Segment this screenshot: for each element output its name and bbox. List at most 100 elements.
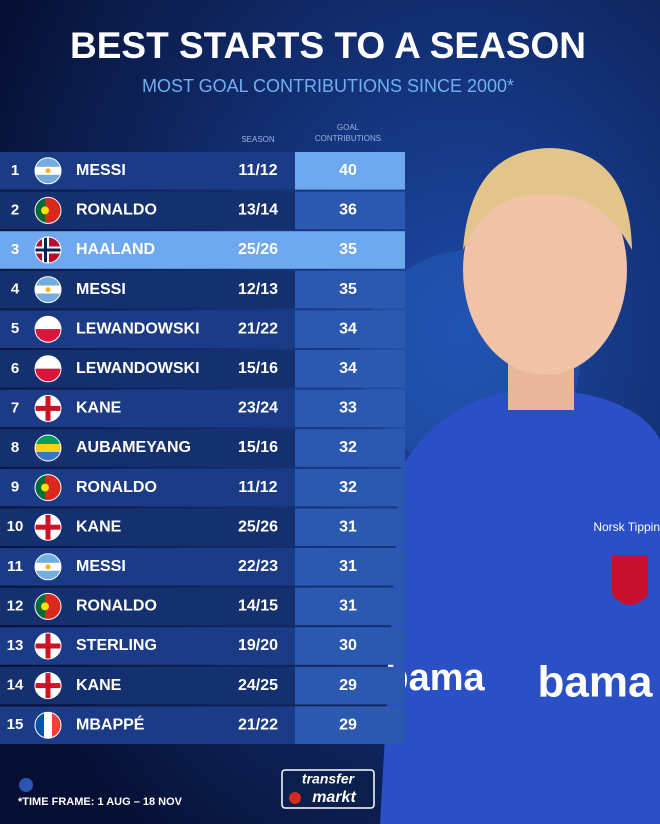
player-name: MESSI	[76, 281, 126, 298]
flag-icon	[34, 196, 62, 224]
rank: 13	[7, 637, 24, 654]
season: 14/15	[238, 598, 278, 615]
flag-part	[35, 643, 61, 649]
table-row: 3 HAALAND 25/26 35	[0, 231, 405, 269]
table-row: 4 MESSI 12/13 35	[0, 270, 405, 309]
season: 22/23	[238, 558, 278, 575]
goal-contributions: 34	[339, 320, 357, 337]
value-cell-bg	[295, 389, 405, 428]
flag-icon	[34, 592, 62, 620]
season: 11/12	[238, 479, 277, 496]
season: 15/16	[238, 439, 278, 456]
flag-border	[34, 157, 62, 185]
flag-part	[35, 444, 61, 452]
rank: 2	[11, 201, 19, 218]
season: 24/25	[238, 677, 278, 694]
sponsor-text: bama	[538, 658, 653, 707]
flag-icon	[34, 236, 62, 264]
flag	[35, 633, 61, 659]
goal-contributions: 36	[339, 202, 357, 219]
flag-icon	[34, 553, 62, 581]
flag-border	[34, 276, 62, 304]
player-name: KANE	[76, 677, 122, 694]
player-name: AUBAMEYANG	[76, 439, 191, 456]
flag	[35, 395, 61, 422]
flag-icon	[34, 315, 62, 343]
title: BEST STARTS TO A SEASON	[70, 25, 586, 66]
flag	[35, 672, 61, 699]
table-row: 1 MESSI 11/12 40	[0, 152, 405, 190]
flag-icon	[34, 157, 62, 185]
season: 11/12	[238, 162, 277, 179]
flag	[35, 435, 61, 461]
flag	[35, 553, 61, 580]
flag-border	[34, 711, 62, 739]
flag-icon	[34, 394, 62, 422]
flag	[35, 474, 61, 501]
column-header-box: GOAL CONTRIBUTIONS	[315, 123, 381, 143]
flag-part	[45, 564, 51, 570]
goal-contributions: 34	[339, 360, 357, 377]
rank: 7	[11, 399, 19, 416]
rank: 1	[11, 162, 19, 179]
value-cell-bg	[295, 468, 405, 507]
player-name: STERLING	[76, 637, 157, 654]
table-row: 6 LEWANDOWSKI 15/16 34	[0, 350, 405, 388]
goal-contributions: 32	[339, 479, 357, 496]
flag-icon	[34, 513, 62, 541]
table-row: 9 RONALDO 11/12 32	[0, 468, 405, 507]
flag-icon	[34, 355, 62, 383]
flag	[35, 237, 61, 263]
rank: 4	[11, 281, 20, 298]
logo-box	[281, 769, 375, 809]
season: 25/26	[238, 518, 278, 535]
value-cell-bg	[295, 548, 405, 586]
value-cell-bg	[295, 627, 405, 665]
flag-icon	[34, 711, 62, 739]
table-row: 14 KANE 24/25 29	[0, 666, 405, 705]
flag-part	[45, 287, 51, 293]
table-row: 12 RONALDO 14/15 31	[0, 587, 405, 626]
flag-part	[44, 712, 52, 739]
flag	[35, 514, 61, 541]
player-photo: Norsk Tipping bama bama	[380, 148, 660, 824]
player-name: LEWANDOWSKI	[76, 360, 200, 377]
logo-text: transfer	[302, 771, 356, 787]
season: 19/20	[238, 637, 278, 654]
column-header: SEASON	[241, 135, 275, 144]
flag-border	[34, 513, 62, 541]
footnote: *TIME FRAME: 1 AUG – 18 NOV	[18, 796, 183, 808]
table-row: 2 RONALDO 13/14 36	[0, 191, 405, 230]
goal-contributions: 35	[339, 241, 357, 258]
sponsor-text: Norsk Tipping	[593, 520, 660, 534]
season: 21/22	[238, 716, 278, 733]
player-name: MESSI	[76, 558, 126, 575]
flag-border	[34, 632, 62, 660]
player-name: KANE	[76, 518, 122, 535]
table: 1 MESSI 11/12 40 2 RONALDO 13/14 36 3 HAALAND 25/2…	[0, 152, 405, 744]
table-row: 15 MBAPPÉ 21/22 29	[0, 706, 405, 744]
flag-icon	[34, 632, 62, 660]
flag-border	[34, 315, 62, 343]
value-cell-bg	[295, 231, 405, 269]
value-cell-bg	[295, 270, 405, 309]
rank: 3	[11, 241, 19, 258]
flag	[35, 593, 61, 620]
rank: 9	[11, 479, 19, 496]
player-name: KANE	[76, 400, 122, 417]
flag-icon	[34, 672, 62, 700]
flag-part	[35, 197, 45, 224]
flag	[35, 197, 61, 224]
player-name: LEWANDOWSKI	[76, 320, 200, 337]
flag-border	[34, 672, 62, 700]
goal-contributions: 31	[339, 558, 357, 575]
goal-contributions: 31	[339, 598, 357, 615]
value-cell-bg	[295, 429, 405, 467]
value-cell-bg	[295, 152, 405, 190]
flag-part	[35, 329, 61, 343]
goal-contributions: 30	[339, 637, 357, 654]
flag-part	[35, 524, 61, 530]
player-name: MBAPPÉ	[76, 714, 145, 733]
